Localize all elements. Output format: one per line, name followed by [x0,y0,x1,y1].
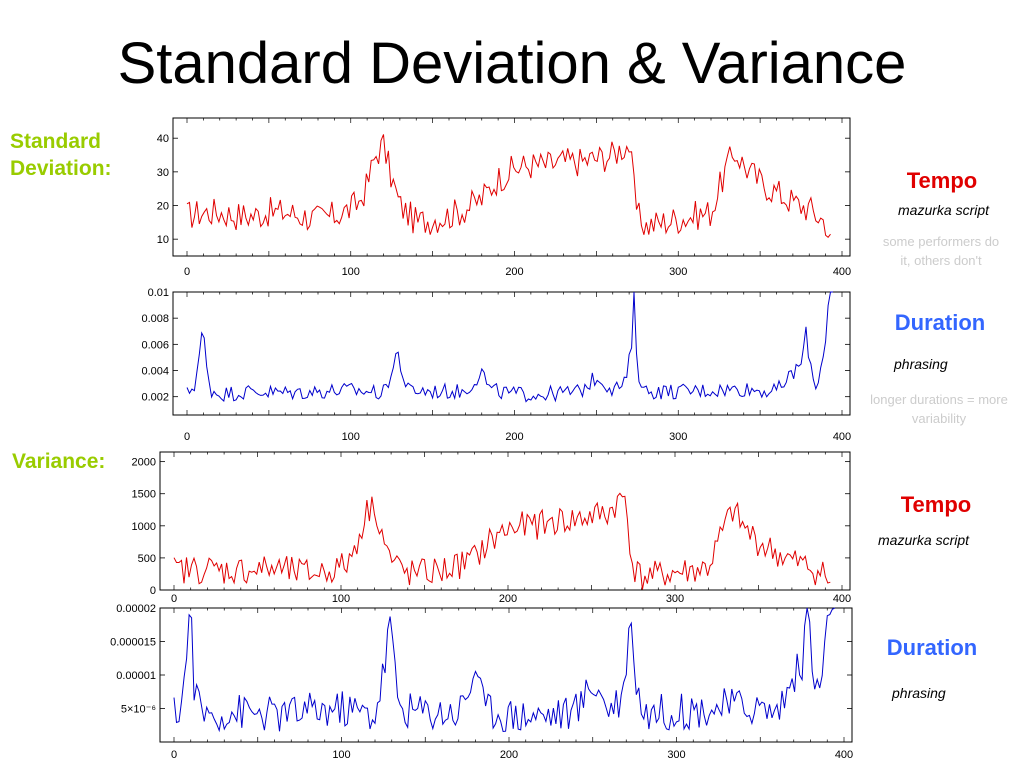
x-tick-label: 300 [669,431,687,443]
y-tick-label: 0 [150,585,156,597]
x-tick-label: 100 [342,431,360,443]
y-tick-label: 0.00002 [116,603,156,615]
y-tick-label: 0.000015 [110,637,156,649]
x-tick-label: 100 [342,266,360,278]
annotation-tempo-std: Tempo mazurka script some performers do … [862,168,1022,270]
y-tick-label: 10 [157,234,169,246]
x-tick-label: 100 [332,593,350,605]
plot-frame [172,117,851,257]
y-tick-label: 0.002 [141,392,169,404]
series-line [186,291,833,403]
annotation-duration-std: Duration phrasing longer durations = mor… [860,310,1020,428]
x-tick-label: 400 [833,266,851,278]
x-tick-label: 300 [669,266,687,278]
y-tick-label: 1000 [132,521,156,533]
annotation-title: Tempo [900,492,972,517]
annotation-subtitle: phrasing [892,685,946,701]
y-tick-label: 1500 [132,489,156,501]
x-tick-label: 400 [833,593,851,605]
annotation-title: Tempo [906,168,978,193]
annotation-subtitle: mazurka script [878,532,970,548]
std-deviation-label: Standard Deviation: [10,130,112,180]
series-line [173,607,836,733]
annotation-tempo-var: Tempo mazurka script [856,492,1016,548]
y-tick-label: 0.008 [141,313,169,325]
y-tick-label: 5×10⁻⁶ [121,704,156,716]
annotation-note: longer durations = more variability [870,392,1008,426]
annotation-title: Duration [886,635,978,660]
y-tick-label: 2000 [132,457,156,469]
chart-4: 0 100 200 300 400 5×10⁻⁶ 0.00001 0.000015 0.0000… [110,603,853,761]
y-tick-label: 30 [157,167,169,179]
x-tick-label: 300 [666,593,684,605]
plot-frame [159,451,851,591]
y-tick-label: 0.006 [141,339,169,351]
y-tick-label: 0.01 [148,287,169,299]
x-tick-label: 200 [505,431,523,443]
x-tick-label: 200 [499,593,517,605]
annotation-subtitle: phrasing [894,356,948,372]
x-tick-label: 300 [667,749,685,761]
x-tick-label: 0 [171,749,177,761]
variance-label: Variance: [12,450,106,473]
x-tick-label: 200 [500,749,518,761]
chart-1: 0 100 200 300 400 10 20 30 40 [157,117,851,278]
x-tick-label: 400 [835,749,853,761]
x-tick-label: 0 [171,593,177,605]
y-tick-label: 40 [157,133,169,145]
annotation-note: some performers do it, others don't [882,234,1000,268]
x-tick-label: 0 [184,266,190,278]
plot-frame [172,291,851,416]
y-tick-label: 0.004 [141,366,169,378]
chart-2: 0 100 200 300 400 0.002 0.004 0.006 0.008 0.01 [141,287,851,443]
chart-3: 0 100 200 300 400 0 500 1000 1500 2000 [132,451,851,605]
annotation-title: Duration [894,310,986,335]
annotation-duration-var: Duration phrasing [852,635,1012,701]
plot-frame [159,607,853,743]
x-tick-label: 0 [184,431,190,443]
y-tick-label: 20 [157,201,169,213]
slide-title: Standard Deviation & Variance [117,31,907,96]
annotation-subtitle: mazurka script [898,202,990,218]
x-tick-label: 200 [505,266,523,278]
x-tick-label: 400 [833,431,851,443]
series-line [186,134,831,239]
series-line [173,492,831,590]
x-tick-label: 100 [332,749,350,761]
y-tick-label: 500 [138,553,156,565]
y-tick-label: 0.00001 [116,670,156,682]
